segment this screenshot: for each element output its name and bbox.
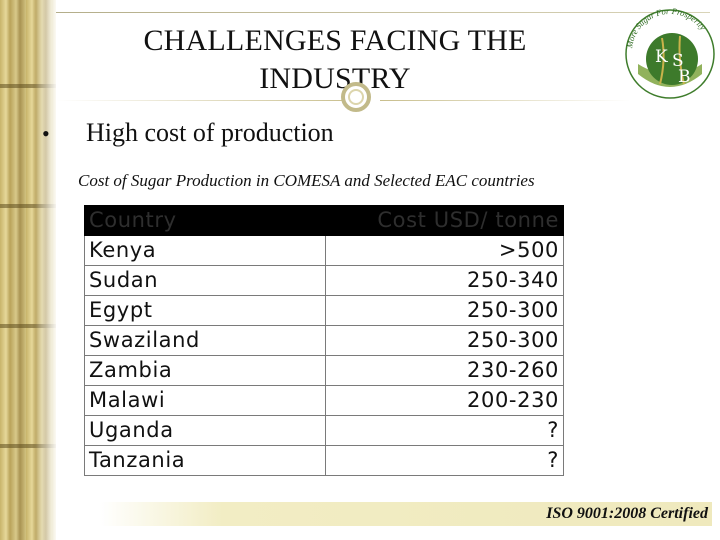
table-row: Uganda ? [84,415,564,446]
logo-letter-s: S [672,51,684,71]
cost-cell: 200-230 [325,385,564,416]
country-cell: Swaziland [84,325,326,356]
country-cell: Kenya [84,235,326,266]
table-row: Swaziland 250-300 [84,325,564,356]
divider-ring-ornament [341,82,371,112]
ksb-logo: More Sugar For Prosperity K S B [624,6,715,99]
country-cell: Malawi [84,385,326,416]
cost-table: Country Cost USD/ tonne Kenya >500 Sudan… [84,205,564,476]
country-cell: Uganda [84,415,326,446]
title-line-1: CHALLENGES FACING THE [143,24,527,57]
title-divider-left [56,100,356,101]
table-header-row: Country Cost USD/ tonne [84,205,564,236]
table-row: Egypt 250-300 [84,295,564,326]
column-header-cost: Cost USD/ tonne [325,205,564,236]
table-row: Sudan 250-340 [84,265,564,296]
logo-letter-k: K [655,47,668,67]
cost-cell: 230-260 [325,355,564,386]
top-rule [56,12,710,13]
slide-title: CHALLENGES FACING THE INDUSTRY [80,22,590,98]
title-line-2: INDUSTRY [259,62,411,95]
table-caption: Cost of Sugar Production in COMESA and S… [78,171,535,190]
bullet-item: • High cost of production [42,118,334,148]
footer-bar [100,502,712,526]
cost-cell: >500 [325,235,564,266]
bullet-text: High cost of production [86,118,334,147]
country-cell: Sudan [84,265,326,296]
bullet-dot: • [42,121,50,146]
cost-cell: ? [325,445,564,476]
country-cell: Zambia [84,355,326,386]
table-row: Zambia 230-260 [84,355,564,386]
table-row: Tanzania ? [84,445,564,476]
cost-cell: 250-340 [325,265,564,296]
cost-cell: ? [325,415,564,446]
table-row: Kenya >500 [84,235,564,266]
bamboo-decoration [0,0,56,540]
country-cell: Egypt [84,295,326,326]
column-header-country: Country [84,205,326,236]
iso-certification-label: ISO 9001:2008 Certified [546,505,708,522]
table-row: Malawi 200-230 [84,385,564,416]
cost-cell: 250-300 [325,295,564,326]
title-divider-right [380,100,630,101]
cost-cell: 250-300 [325,325,564,356]
country-cell: Tanzania [84,445,326,476]
logo-letter-b: B [678,67,691,87]
